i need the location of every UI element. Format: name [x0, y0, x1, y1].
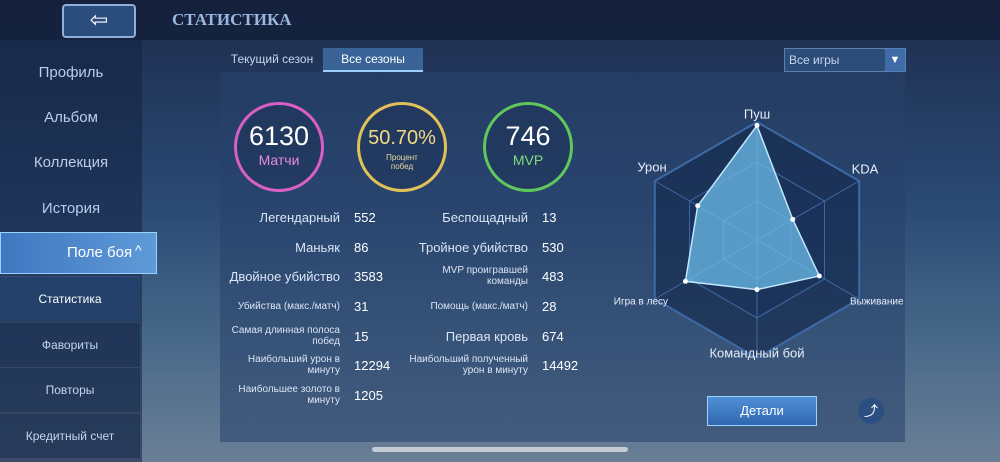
summary-circle: 6130 Матчи [234, 102, 324, 192]
submenu-item[interactable]: Кредитный счет [0, 413, 140, 458]
stat-label: Наибольшее золото в минуту [238, 384, 340, 406]
menu-item[interactable]: Коллекция [33, 154, 109, 171]
stat-label: Самая длинная полоса побед [231, 325, 340, 347]
chevron: ^ [135, 242, 142, 258]
stat-label: Первая кровь [445, 328, 528, 344]
menu-item[interactable]: Альбом [44, 109, 98, 126]
menu-item[interactable]: История [41, 200, 101, 217]
submenu-item-active[interactable]: Статистика [0, 276, 140, 321]
stat-value: 14492 [542, 357, 579, 373]
stat-row: Легендарный 552 [220, 202, 376, 232]
submenu-item[interactable]: Повторы [0, 367, 140, 412]
stat-row: Беспощадный 13 [400, 202, 556, 232]
stat-value: 530 [542, 239, 564, 255]
summary-value: 50.70% [368, 127, 436, 149]
stat-value: 674 [542, 328, 564, 344]
stat-label: Убийства (макс./матч) [237, 300, 340, 312]
stat-label: Легендарный [259, 209, 340, 225]
radar-point [682, 278, 688, 284]
details-button[interactable]: Детали [707, 396, 817, 426]
top-bar [0, 0, 1000, 40]
tab-active[interactable]: Все сезоны [323, 48, 423, 72]
stat-label: Наибольший урон в минуту [247, 354, 340, 376]
stat-label: Тройное убийство [418, 239, 528, 255]
radar-point [695, 203, 701, 209]
summary-circle: 746 MVP [483, 102, 573, 192]
stat-value: 12294 [354, 357, 391, 373]
stat-row: Первая кровь 674 [400, 321, 564, 351]
stat-value: 13 [542, 209, 557, 225]
radar-point [754, 123, 760, 129]
menu-item-active[interactable]: Поле боя ^ [0, 232, 157, 274]
tab[interactable]: Текущий сезон [230, 52, 314, 66]
filter-label: Все игры [789, 53, 840, 67]
radar-point [790, 216, 796, 222]
stat-row: Убийства (макс./матч) 31 [220, 291, 369, 321]
home-indicator [372, 447, 628, 452]
menu-label: Поле боя [67, 244, 133, 261]
radar-point [816, 273, 822, 279]
summary-value: 746 [505, 121, 551, 151]
stat-label: MVP проигравшей команды [442, 265, 528, 287]
share-button[interactable]: ⤴ [858, 398, 884, 424]
stat-row: Наибольшее золото в минуту 1205 [220, 380, 383, 410]
radar-axis-label: Выживание [850, 297, 904, 308]
stat-row: Самая длинная полоса побед 15 [220, 321, 369, 351]
stat-label: Маньяк [295, 239, 340, 255]
stat-row: Помощь (макс./матч) 28 [400, 291, 556, 321]
submenu-item[interactable]: Фавориты [0, 322, 140, 367]
radar-axis-label: Командный бой [709, 345, 804, 360]
back-button[interactable]: ⇦ [62, 4, 136, 38]
summary-circle: 50.70% Процент побед [357, 102, 447, 192]
menu-item[interactable]: Профиль [38, 64, 104, 81]
dropdown-arrow: ▼ [885, 49, 905, 71]
stat-value: 3583 [354, 268, 383, 284]
summary-label: Процент побед [386, 153, 418, 171]
stat-value: 31 [354, 298, 369, 314]
radar-axis-label: KDA [852, 161, 879, 176]
stat-row: Наибольший полученный урон в минуту 14492 [400, 350, 578, 380]
summary-label: MVP [512, 152, 544, 168]
stat-label: Двойное убийство [229, 268, 340, 284]
radar-axis-label: Игра в лесу [614, 297, 668, 308]
stat-label: Наибольший полученный урон в минуту [409, 354, 528, 376]
stat-value: 483 [542, 268, 564, 284]
radar-chart: Пуш KDA Выживание Командный бой Игра в лесу У… [614, 106, 904, 360]
radar-point [754, 287, 760, 293]
filter-dropdown[interactable]: Все игры ▼ [784, 48, 906, 72]
stat-row: Наибольший урон в минуту 12294 [220, 350, 390, 380]
stat-label: Беспощадный [442, 209, 528, 225]
stat-row: Тройное убийство 530 [400, 232, 564, 262]
summary-value: 6130 [248, 121, 310, 151]
stat-value: 86 [354, 239, 369, 255]
radar-axis-label: Пуш [744, 106, 770, 121]
stat-row: MVP проигравшей команды 483 [400, 261, 564, 291]
stat-row: Маньяк 86 [220, 232, 368, 262]
stat-label: Помощь (макс./матч) [430, 300, 528, 312]
stat-value: 15 [354, 328, 369, 344]
stat-value: 28 [542, 298, 557, 314]
radar-axis-label: Урон [637, 159, 666, 174]
stat-value: 552 [354, 209, 376, 225]
page-title: СТАТИСТИКА [172, 10, 292, 29]
stat-value: 1205 [354, 387, 383, 403]
sidebar: Профиль Альбом Коллекция История Поле бо… [0, 40, 157, 462]
summary-label: Матчи [258, 152, 300, 168]
stat-row: Двойное убийство 3583 [220, 261, 383, 291]
